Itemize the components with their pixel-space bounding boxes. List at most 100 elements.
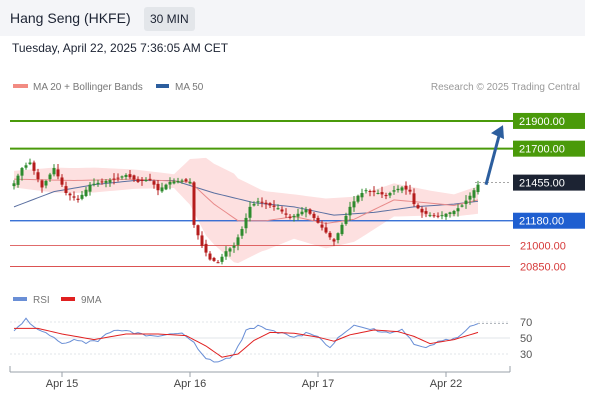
level-tag-pointer [513, 177, 519, 188]
candle-body [248, 206, 252, 218]
candle-body [128, 174, 132, 178]
candle-body [216, 262, 220, 264]
rsi-tick-label: 50 [520, 333, 532, 345]
forecast-arrow [484, 125, 504, 186]
candle-body [52, 168, 56, 175]
candle-body [84, 189, 88, 196]
candle-body [220, 256, 224, 262]
candle-body [312, 213, 316, 218]
candle-body [164, 184, 168, 190]
level-label-21700.00: 21700.00 [519, 144, 565, 156]
candle-body [392, 190, 396, 192]
candle-body [388, 193, 392, 196]
candle-body [452, 211, 456, 215]
candle-body [320, 224, 324, 228]
candle-body [24, 165, 28, 168]
candle-body [232, 245, 236, 248]
legend-label-ma20: MA 20 + Bollinger Bands [33, 82, 143, 93]
candle-body [384, 195, 388, 197]
candle-body [152, 181, 156, 185]
candle-body [136, 179, 140, 182]
candle-body [180, 180, 184, 182]
level-label-21900.00: 21900.00 [519, 116, 565, 128]
candle-body [88, 184, 92, 192]
candle-body [108, 180, 112, 183]
candle-body [148, 178, 152, 180]
candle-body [360, 193, 364, 198]
candle-body [364, 190, 368, 192]
candle-body [372, 190, 376, 193]
candle-body [472, 190, 476, 198]
legend-label-rsi: RSI [33, 295, 50, 306]
candle-body [348, 206, 352, 216]
level-label-21000.00: 21000.00 [520, 241, 566, 253]
candle-body [36, 172, 40, 180]
timeframe-badge[interactable]: 30 MIN [144, 7, 195, 31]
candle-body [112, 178, 116, 180]
candle-body [284, 213, 288, 215]
instrument-title: Hang Seng (HKFE) [10, 10, 131, 26]
candle-body [344, 215, 348, 224]
candle-body [316, 217, 320, 223]
price-levels: 21900.00 21700.00 21455.00 21180.00 21000.00… [10, 112, 585, 273]
candle-body [184, 179, 188, 182]
candle-body [16, 175, 20, 185]
candle-body [228, 248, 232, 252]
candle-body [12, 183, 16, 187]
candle-body [100, 181, 104, 183]
level-tag-pointer [513, 115, 519, 126]
candle-body [408, 189, 412, 192]
candle-body [32, 162, 36, 171]
level-label-21455.00: 21455.00 [519, 178, 565, 190]
candle-body [424, 211, 428, 214]
candle-body [124, 174, 128, 177]
candle-body [400, 187, 404, 191]
candle-body [68, 193, 72, 196]
candle-body [188, 181, 192, 184]
candle-body [160, 187, 164, 192]
time-tick-label: Apr 17 [302, 378, 334, 390]
level-tag-21900.00 [513, 112, 585, 129]
candle-body [420, 208, 424, 213]
candle-body [104, 180, 108, 183]
candle-body [56, 169, 60, 177]
rsi-panel: 70 50 30 [10, 317, 532, 363]
candle-body [432, 215, 436, 217]
candle-body [204, 243, 208, 253]
timestamp: Tuesday, April 22, 2025 7:36:05 AM CET [12, 41, 229, 55]
time-axis-ticks: Apr 15 Apr 16 Apr 17 Apr 22 [9, 366, 511, 390]
candle-body [76, 198, 80, 200]
candle-body [208, 253, 212, 260]
level-tag-pointer [513, 215, 519, 226]
level-tag-pointer [513, 143, 519, 154]
candle-body [376, 193, 380, 194]
bollinger-band [14, 157, 478, 264]
candle-body [116, 177, 120, 179]
candle-body [280, 209, 284, 212]
candle-body [332, 239, 336, 242]
candle-body [172, 181, 176, 184]
candle-body [212, 257, 216, 261]
candle-body [300, 211, 304, 215]
candle-body [236, 237, 240, 245]
candle-body [448, 212, 452, 214]
candle-body [464, 200, 468, 205]
candle-body [340, 224, 344, 235]
candle-body [176, 180, 180, 183]
candle-body [120, 176, 124, 178]
candle-body [308, 209, 312, 214]
candle-body [428, 215, 432, 217]
candle-body [444, 213, 448, 217]
candlesticks [12, 158, 480, 265]
candle-body [48, 174, 52, 180]
level-label-21180.00: 21180.00 [519, 216, 564, 228]
candle-body [412, 193, 416, 205]
candle-body [72, 196, 76, 198]
chart-header: Hang Seng (HKFE) 30 MIN [0, 0, 585, 36]
candle-body [264, 202, 268, 205]
candle-body [404, 185, 408, 190]
credit-text: Research © 2025 Trading Central [431, 82, 580, 93]
candle-body [80, 194, 84, 199]
candle-body [328, 232, 332, 238]
